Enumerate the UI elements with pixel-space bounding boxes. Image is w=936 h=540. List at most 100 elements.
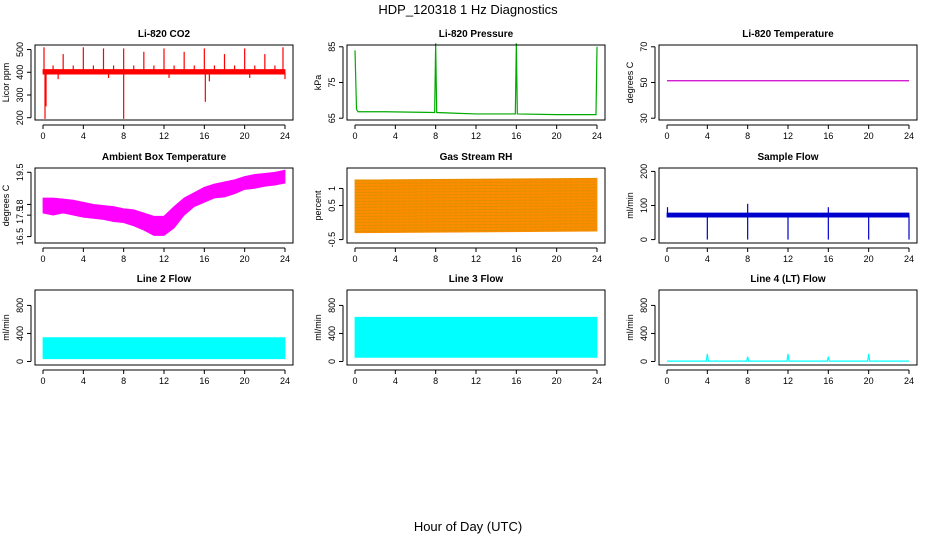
- y-axis: 30 50 70: [639, 42, 656, 123]
- y-tick-label: 400: [639, 326, 649, 341]
- y-axis: 0 400 800: [639, 298, 656, 364]
- x-axis: 0 4 8 12 16 20 24: [40, 369, 290, 386]
- y-tick-label: 16.5: [15, 228, 25, 246]
- y-tick-label: 200: [15, 110, 25, 125]
- x-tick-label: 4: [393, 254, 398, 264]
- x-tick-label: 20: [552, 131, 562, 141]
- series-band-0: [42, 337, 286, 360]
- x-tick-label: 20: [864, 376, 874, 386]
- x-tick-label: 24: [280, 254, 290, 264]
- series-group: [666, 203, 910, 240]
- x-axis: 0 4 8 12 16 20 24: [352, 124, 602, 141]
- y-axis-label: degrees C: [1, 184, 11, 226]
- x-tick-label: 24: [904, 376, 914, 386]
- x-tick-label: 16: [511, 254, 521, 264]
- x-tick-label: 12: [471, 254, 481, 264]
- x-axis: 0 4 8 12 16 20 24: [40, 247, 290, 264]
- x-tick-label: 0: [664, 254, 669, 264]
- y-tick-label: 100: [639, 198, 649, 213]
- x-tick-label: 24: [280, 376, 290, 386]
- x-tick-label: 8: [121, 376, 126, 386]
- plot-box: [346, 44, 606, 121]
- x-tick-label: 0: [40, 131, 45, 141]
- x-tick-label: 20: [240, 376, 250, 386]
- y-axis: 65 75 85: [327, 42, 344, 123]
- y-tick-label: 300: [15, 87, 25, 102]
- y-axis-label: ml/min: [1, 314, 11, 341]
- y-tick-label: 0: [639, 359, 649, 364]
- x-tick-label: 8: [121, 131, 126, 141]
- x-tick-label: 0: [352, 131, 357, 141]
- panel-title: Li-820 CO2: [138, 29, 191, 40]
- x-tick-label: 24: [592, 131, 602, 141]
- x-tick-label: 0: [352, 376, 357, 386]
- y-tick-label: 17.5: [15, 206, 25, 224]
- plot-box: [34, 44, 294, 121]
- x-tick-label: 4: [81, 131, 86, 141]
- y-tick-label: 800: [327, 298, 337, 313]
- panel-title: Li-820 Pressure: [439, 29, 514, 40]
- x-tick-label: 16: [199, 376, 209, 386]
- y-tick-label: 0: [15, 359, 25, 364]
- x-tick-label: 12: [159, 254, 169, 264]
- y-axis-label: ml/min: [625, 314, 635, 341]
- y-tick-label: -0.5: [327, 232, 337, 248]
- y-axis: 200 300 400 500: [15, 42, 32, 125]
- y-tick-label: 500: [15, 42, 25, 57]
- y-axis: 0 400 800: [327, 298, 344, 364]
- plot-box: [346, 289, 606, 366]
- y-tick-label: 800: [639, 298, 649, 313]
- y-tick-label: 19.5: [15, 164, 25, 182]
- series-group: [42, 169, 286, 236]
- y-axis-label: percent: [313, 190, 323, 221]
- plot-box: [34, 289, 294, 366]
- x-tick-label: 12: [159, 131, 169, 141]
- plot-box: [658, 167, 918, 244]
- figure-title: HDP_120318 1 Hz Diagnostics: [378, 2, 558, 17]
- x-tick-label: 4: [81, 254, 86, 264]
- panel-title: Line 4 (LT) Flow: [750, 274, 826, 285]
- panel-temp: Li-820 Temperature degrees C 0 4 8 12 16 20 24 30…: [625, 29, 918, 141]
- x-tick-label: 12: [471, 376, 481, 386]
- x-tick-label: 8: [433, 254, 438, 264]
- panel-boxtemp: Ambient Box Temperature degrees C 0 4 8 12 16 2…: [1, 152, 294, 264]
- x-tick-label: 8: [745, 254, 750, 264]
- y-tick-label: 75: [327, 77, 337, 87]
- series-group: [667, 353, 909, 362]
- x-tick-label: 8: [121, 254, 126, 264]
- plot-box: [346, 167, 606, 244]
- x-axis: 0 4 8 12 16 20 24: [352, 369, 602, 386]
- y-tick-label: 0: [639, 237, 649, 242]
- y-axis: 16.5 17.518 19.5: [15, 164, 32, 246]
- series-group: [42, 337, 286, 360]
- panel-title: Sample Flow: [757, 152, 818, 163]
- x-tick-label: 8: [745, 131, 750, 141]
- y-tick-label: 0.5: [327, 199, 337, 212]
- y-tick-label: 0: [327, 359, 337, 364]
- x-tick-label: 12: [471, 131, 481, 141]
- x-tick-label: 24: [592, 254, 602, 264]
- y-tick-label: 400: [15, 65, 25, 80]
- x-tick-label: 4: [705, 254, 710, 264]
- panel-title: Line 3 Flow: [449, 274, 504, 285]
- series-group: [354, 316, 598, 358]
- y-tick-label: 1: [327, 186, 337, 191]
- x-tick-label: 4: [393, 376, 398, 386]
- y-axis-label: ml/min: [625, 192, 635, 219]
- y-axis-label: kPa: [313, 75, 323, 91]
- series-group: [354, 177, 598, 234]
- x-tick-label: 16: [199, 254, 209, 264]
- x-tick-label: 4: [81, 376, 86, 386]
- x-tick-label: 8: [433, 376, 438, 386]
- x-tick-label: 8: [433, 131, 438, 141]
- x-tick-label: 4: [705, 131, 710, 141]
- x-tick-label: 16: [511, 131, 521, 141]
- series-group: [42, 47, 286, 119]
- series-line-0: [667, 353, 909, 362]
- y-tick-label: 400: [15, 326, 25, 341]
- x-tick-label: 20: [240, 254, 250, 264]
- panel-line4: Line 4 (LT) Flow ml/min 0 4 8 12 16 20 24 0 400 800: [625, 274, 918, 386]
- y-tick-label: 400: [327, 326, 337, 341]
- series-band-0: [42, 169, 286, 236]
